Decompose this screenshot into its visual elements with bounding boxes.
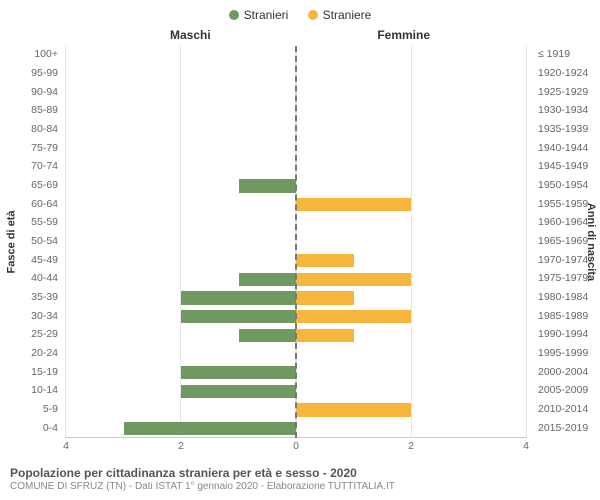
x-tick-label: 4 xyxy=(63,440,69,452)
population-pyramid-chart: Stranieri Straniere Maschi Femmine Fasce… xyxy=(0,0,600,500)
y-labels-birth: ≤ 1919 1920-1924 1925-1929 1930-1934 1935-19… xyxy=(534,46,600,438)
y-label-age: 50-54 xyxy=(0,236,62,247)
bar-female xyxy=(296,273,411,286)
y-label-age: 5-9 xyxy=(0,404,62,415)
legend-swatch-male xyxy=(229,10,239,20)
y-label-birth: 1930-1934 xyxy=(534,105,600,116)
y-label-birth: 1955-1959 xyxy=(534,199,600,210)
y-label-birth: 1970-1974 xyxy=(534,255,600,266)
gridline xyxy=(526,46,527,438)
y-label-birth: 1920-1924 xyxy=(534,68,600,79)
y-label-age: 75-79 xyxy=(0,143,62,154)
y-label-age: 55-59 xyxy=(0,217,62,228)
y-label-birth: 2000-2004 xyxy=(534,367,600,378)
y-label-age: 60-64 xyxy=(0,199,62,210)
caption-subtitle: COMUNE DI SFRUZ (TN) - Dati ISTAT 1° gen… xyxy=(10,481,395,492)
bar-male xyxy=(239,273,297,286)
y-label-age: 95-99 xyxy=(0,68,62,79)
y-label-birth: 1980-1984 xyxy=(534,292,600,303)
bar-female xyxy=(296,198,411,211)
y-label-age: 80-84 xyxy=(0,124,62,135)
y-label-birth: 1960-1964 xyxy=(534,217,600,228)
y-label-age: 15-19 xyxy=(0,367,62,378)
y-label-age: 40-44 xyxy=(0,273,62,284)
y-label-birth: 1995-1999 xyxy=(534,348,600,359)
bar-male xyxy=(181,291,296,304)
legend-label-male: Stranieri xyxy=(244,8,289,22)
y-label-age: 25-29 xyxy=(0,329,62,340)
y-label-birth: 1965-1969 xyxy=(534,236,600,247)
x-tick-label: 2 xyxy=(178,440,184,452)
column-title-male: Maschi xyxy=(170,28,211,42)
legend-label-female: Straniere xyxy=(323,8,372,22)
bar-male xyxy=(239,329,297,342)
y-label-birth: 1935-1939 xyxy=(534,124,600,135)
y-label-age: 20-24 xyxy=(0,348,62,359)
legend-swatch-female xyxy=(308,10,318,20)
x-tick-label: 0 xyxy=(293,440,299,452)
y-label-birth: 1925-1929 xyxy=(534,87,600,98)
legend-item-male: Stranieri xyxy=(229,8,289,22)
y-label-birth: 1975-1979 xyxy=(534,273,600,284)
center-line xyxy=(295,46,297,438)
bar-female xyxy=(296,291,354,304)
y-label-birth: 1940-1944 xyxy=(534,143,600,154)
bar-male xyxy=(181,366,296,379)
bar-female xyxy=(296,403,411,416)
y-label-age: 0-4 xyxy=(0,423,62,434)
bar-female xyxy=(296,254,354,267)
bar-male xyxy=(181,310,296,323)
x-tick-label: 2 xyxy=(408,440,414,452)
y-label-age: 70-74 xyxy=(0,161,62,172)
y-label-birth: 1950-1954 xyxy=(534,180,600,191)
y-label-age: 90-94 xyxy=(0,87,62,98)
y-label-birth: 2005-2009 xyxy=(534,385,600,396)
legend: Stranieri Straniere xyxy=(10,8,590,23)
y-label-age: 100+ xyxy=(0,49,62,60)
y-label-age: 85-89 xyxy=(0,105,62,116)
y-label-age: 65-69 xyxy=(0,180,62,191)
caption: Popolazione per cittadinanza straniera p… xyxy=(10,466,395,492)
bar-male xyxy=(124,422,297,435)
y-label-birth: ≤ 1919 xyxy=(534,49,600,60)
y-label-age: 45-49 xyxy=(0,255,62,266)
y-label-birth: 1985-1989 xyxy=(534,311,600,322)
y-label-birth: 2010-2014 xyxy=(534,404,600,415)
bar-female xyxy=(296,310,411,323)
x-tick-label: 4 xyxy=(523,440,529,452)
y-label-age: 10-14 xyxy=(0,385,62,396)
legend-item-female: Straniere xyxy=(308,8,372,22)
y-label-age: 30-34 xyxy=(0,311,62,322)
caption-title: Popolazione per cittadinanza straniera p… xyxy=(10,466,395,480)
y-label-age: 35-39 xyxy=(0,292,62,303)
bar-male xyxy=(239,179,297,192)
y-label-birth: 1990-1994 xyxy=(534,329,600,340)
column-title-female: Femmine xyxy=(377,28,430,42)
y-labels-age: 100+ 95-99 90-94 85-89 80-84 75-79 70-74 65-69 6… xyxy=(0,46,62,438)
y-label-birth: 2015-2019 xyxy=(534,423,600,434)
y-label-birth: 1945-1949 xyxy=(534,161,600,172)
plot-area xyxy=(66,46,526,438)
bar-female xyxy=(296,329,354,342)
bar-male xyxy=(181,385,296,398)
